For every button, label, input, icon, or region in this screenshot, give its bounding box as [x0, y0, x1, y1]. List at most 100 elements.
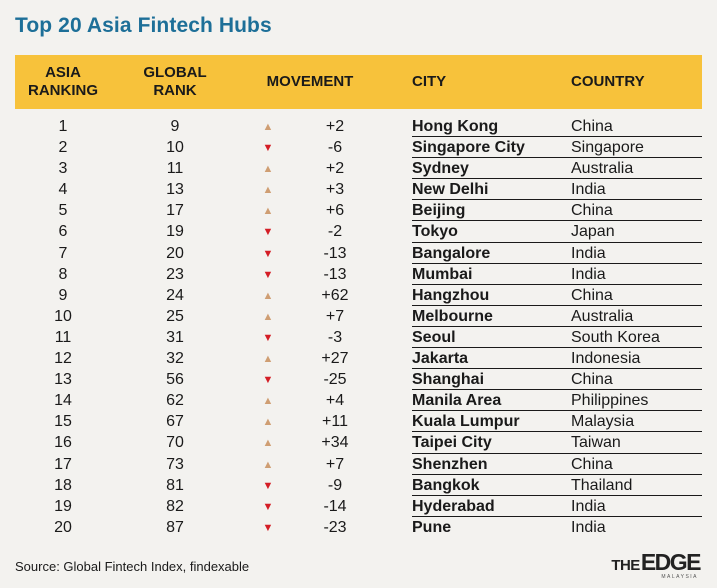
table-row: 7 20 -13 Bangalore India ▼ [15, 243, 702, 264]
movement-value-cell: +7 [325, 307, 345, 325]
table-row: 2 10 -6 Singapore City Singapore ▼ [15, 137, 702, 159]
table-row: 10 25 +7 Melbourne Australia ▲ [15, 306, 702, 327]
asia-rank-cell: 17 [54, 455, 72, 473]
row-divider [412, 515, 702, 517]
row-divider [412, 431, 702, 433]
asia-rank-cell: 12 [54, 350, 72, 368]
rankings-table: ASIA RANKING GLOBAL RANK MOVEMENT CITY COU… [15, 55, 702, 538]
country-cell: India [571, 181, 606, 199]
asia-rank-cell: 8 [58, 265, 68, 283]
table-row: 18 81 -9 Bangkok Thailand ▼ [15, 475, 702, 496]
down-arrow-icon: ▼ [262, 374, 274, 387]
table-row: 15 67 +11 Kuala Lumpur Malaysia ▲ [15, 411, 702, 433]
logo-subtitle: MALAYSIA [661, 574, 698, 580]
asia-rank-cell: 14 [54, 392, 72, 410]
row-divider [412, 452, 702, 454]
country-cell: Japan [571, 223, 615, 241]
country-cell: Singapore [571, 139, 644, 157]
down-arrow-icon: ▼ [262, 521, 274, 534]
global-rank-cell: 67 [166, 413, 184, 431]
city-cell: New Delhi [412, 181, 489, 199]
up-arrow-icon: ▲ [262, 121, 274, 133]
city-cell: Bangkok [412, 476, 480, 494]
country-cell: Thailand [571, 476, 633, 494]
asia-rank-cell: 3 [58, 160, 68, 178]
asia-rank-cell: 20 [54, 518, 72, 536]
table-row: 19 82 -14 Hyderabad India ▼ [15, 496, 702, 517]
global-rank-cell: 56 [166, 371, 184, 389]
country-cell: Indonesia [571, 350, 641, 368]
global-rank-cell: 23 [166, 265, 184, 283]
global-rank-cell: 17 [166, 202, 184, 220]
city-cell: Shanghai [412, 371, 485, 389]
asia-rank-cell: 5 [58, 202, 68, 220]
table-row: 1 9 +2 Hong Kong China ▲ [15, 116, 702, 138]
movement-value-cell: +7 [325, 455, 345, 473]
country-cell: China [571, 371, 613, 389]
down-arrow-icon: ▼ [262, 142, 274, 155]
table-row: 8 23 -13 Mumbai India ▼ [15, 264, 702, 285]
up-arrow-icon: ▲ [262, 163, 274, 176]
asia-rank-cell: 15 [54, 413, 72, 431]
up-arrow-icon: ▲ [262, 310, 274, 323]
asia-rank-cell: 13 [54, 371, 72, 389]
down-arrow-icon: ▼ [262, 479, 274, 492]
down-arrow-icon: ▼ [262, 500, 274, 513]
row-divider [412, 220, 702, 222]
down-arrow-icon: ▼ [262, 268, 274, 281]
asia-rank-cell: 6 [58, 223, 68, 241]
global-rank-cell: 24 [166, 286, 184, 304]
city-cell: Kuala Lumpur [412, 413, 520, 431]
up-arrow-icon: ▲ [262, 395, 274, 408]
table-row: 3 11 +2 Sydney Australia ▲ [15, 158, 702, 180]
up-arrow-icon: ▲ [262, 205, 274, 218]
movement-value-cell: +6 [325, 202, 345, 220]
table-row: 9 24 +62 Hangzhou China ▲ [15, 285, 702, 306]
global-rank-cell: 81 [166, 476, 184, 494]
row-divider [412, 347, 702, 349]
city-cell: Hangzhou [412, 286, 490, 304]
country-cell: Philippines [571, 392, 649, 410]
country-cell: Australia [571, 307, 634, 325]
row-divider [412, 136, 702, 138]
movement-value-cell: +2 [325, 118, 345, 135]
movement-value-cell: -25 [323, 371, 347, 389]
city-cell: Seoul [412, 328, 456, 346]
country-cell: China [571, 286, 613, 304]
up-arrow-icon: ▲ [262, 458, 274, 471]
city-cell: Tokyo [412, 223, 458, 241]
city-cell: Bangalore [412, 244, 491, 262]
header-movement: MOVEMENT [266, 73, 354, 90]
city-cell: Taipei City [412, 434, 492, 452]
asia-rank-cell: 7 [58, 244, 68, 262]
movement-value-cell: -13 [323, 244, 347, 262]
movement-value-cell: -3 [327, 328, 343, 346]
row-divider [412, 410, 702, 412]
up-arrow-icon: ▲ [262, 289, 274, 302]
header-asia-ranking: ASIA RANKING [28, 64, 98, 99]
country-cell: China [571, 118, 613, 135]
movement-value-cell: +11 [322, 413, 348, 431]
global-rank-cell: 87 [166, 518, 184, 536]
city-cell: Sydney [412, 160, 469, 178]
country-cell: India [571, 265, 606, 283]
movement-value-cell: -14 [323, 497, 347, 515]
row-divider [412, 494, 702, 496]
header-global-rank: GLOBAL RANK [143, 64, 207, 99]
movement-value-cell: -6 [327, 139, 343, 157]
page-title: Top 20 Asia Fintech Hubs [15, 14, 272, 37]
row-divider [412, 241, 702, 243]
down-arrow-icon: ▼ [262, 331, 274, 344]
city-cell: Mumbai [412, 265, 473, 283]
movement-value-cell: +62 [321, 286, 349, 304]
row-divider [412, 262, 702, 264]
up-arrow-icon: ▲ [262, 416, 274, 429]
movement-value-cell: +4 [325, 392, 345, 410]
table-body: 1 9 +2 Hong Kong China ▲ 2 10 -6 Singapore City Si… [15, 116, 702, 538]
asia-rank-cell: 9 [58, 286, 68, 304]
row-divider [412, 473, 702, 475]
city-cell: Hyderabad [412, 497, 495, 515]
table-row: 4 13 +3 New Delhi India ▲ [15, 179, 702, 201]
asia-rank-cell: 16 [54, 434, 72, 452]
movement-value-cell: -9 [327, 476, 343, 494]
